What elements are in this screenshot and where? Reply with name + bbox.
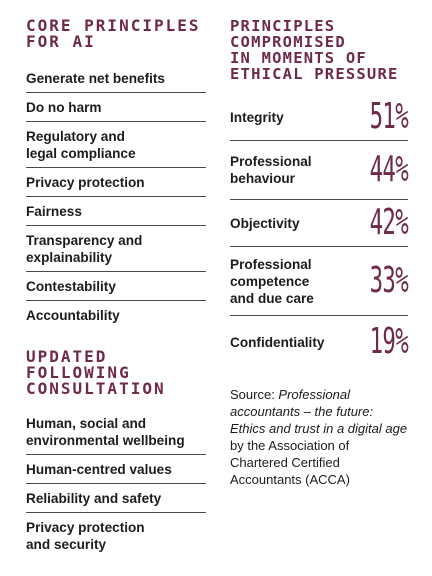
- list-item: Human, social and environmental wellbein…: [26, 409, 206, 455]
- list-item-text: Human, social and: [26, 416, 147, 431]
- list-item: Accountability: [26, 301, 206, 329]
- list-item: Human-centred values: [26, 455, 206, 484]
- stat-label-text: competence: [230, 273, 310, 289]
- stat-row: Professional behaviour 44%: [230, 141, 409, 200]
- stat-label-text: Professional: [230, 256, 312, 272]
- core-principles-heading: CORE PRINCIPLES FOR AI: [26, 18, 206, 50]
- list-item-text: Privacy protection: [26, 175, 145, 190]
- stat-label: Confidentiality: [230, 334, 324, 351]
- stat-label-text: behaviour: [230, 171, 295, 186]
- source-suffix: by the Association of Chartered Certifie…: [230, 438, 350, 487]
- stat-label: Objectivity: [230, 215, 300, 232]
- stat-label: Professional competence and due care: [230, 256, 314, 307]
- stat-value: 33%: [369, 260, 409, 301]
- stat-label-text: Integrity: [230, 109, 284, 125]
- heading-line: CORE PRINCIPLES: [26, 16, 201, 35]
- stat-value: 42%: [369, 202, 409, 243]
- heading-line: FOR AI: [26, 32, 96, 51]
- stat-label: Professional behaviour: [230, 153, 312, 187]
- stat-row: Confidentiality 19%: [230, 316, 409, 368]
- heading-line: ETHICAL PRESSURE: [230, 65, 399, 83]
- stat-label-text: Confidentiality: [230, 334, 325, 350]
- heading-line: COMPROMISED: [230, 33, 346, 51]
- compromised-heading: PRINCIPLES COMPROMISED IN MOMENTS OF ETH…: [230, 18, 408, 82]
- compromised-principles-column: PRINCIPLES COMPROMISED IN MOMENTS OF ETH…: [230, 18, 409, 488]
- list-item-text: environmental wellbeing: [26, 433, 185, 448]
- list-item-text: Reliability and safety: [26, 491, 162, 506]
- list-item: Transparency and explainability: [26, 226, 206, 272]
- list-item-text: Fairness: [26, 204, 82, 219]
- source-prefix: Source:: [230, 387, 279, 402]
- list-item: Fairness: [26, 197, 206, 226]
- list-item-text: Transparency and: [26, 233, 143, 248]
- source-title: Professional accountants – the future: E…: [230, 387, 408, 436]
- heading-line: FOLLOWING: [26, 363, 131, 382]
- list-item-text: Generate net benefits: [26, 71, 165, 86]
- heading-line: IN MOMENTS OF: [230, 49, 367, 67]
- list-item-text: explainability: [26, 250, 113, 265]
- heading-line: PRINCIPLES: [230, 17, 336, 35]
- list-item: Generate net benefits: [26, 64, 206, 93]
- list-item-text: Regulatory and: [26, 129, 125, 144]
- core-principles-column: CORE PRINCIPLES FOR AI Generate net bene…: [26, 18, 206, 558]
- list-item: Privacy protection: [26, 168, 206, 197]
- list-item-text: legal compliance: [26, 146, 136, 161]
- stat-label-text: Objectivity: [230, 215, 300, 231]
- list-item-text: and security: [26, 537, 107, 552]
- stat-value: 51%: [369, 96, 409, 137]
- core-principles-list: Generate net benefits Do no harm Regulat…: [26, 64, 206, 329]
- list-item: Privacy protection and security: [26, 513, 206, 558]
- stat-label: Integrity: [230, 109, 284, 126]
- list-item-text: Human-centred values: [26, 462, 172, 477]
- list-item: Do no harm: [26, 93, 206, 122]
- stats-list: Integrity 51% Professional behaviour 44%…: [230, 94, 409, 368]
- stat-row: Objectivity 42%: [230, 200, 409, 247]
- list-item-text: Accountability: [26, 308, 120, 323]
- updated-heading: UPDATED FOLLOWING CONSULTATION: [26, 349, 206, 397]
- stat-row: Integrity 51%: [230, 94, 409, 141]
- heading-line: CONSULTATION: [26, 379, 166, 398]
- list-item-text: Privacy protection: [26, 520, 145, 535]
- list-item: Reliability and safety: [26, 484, 206, 513]
- updated-principles-list: Human, social and environmental wellbein…: [26, 409, 206, 558]
- source-citation: Source: Professional accountants – the f…: [230, 386, 408, 488]
- list-item-text: Contestability: [26, 279, 116, 294]
- stat-row: Professional competence and due care 33%: [230, 247, 409, 316]
- list-item-text: Do no harm: [26, 100, 102, 115]
- stat-value: 19%: [369, 321, 409, 362]
- stat-label-text: Professional: [230, 154, 312, 169]
- stat-value: 44%: [369, 149, 409, 190]
- list-item: Contestability: [26, 272, 206, 301]
- list-item: Regulatory and legal compliance: [26, 122, 206, 168]
- heading-line: UPDATED: [26, 347, 108, 366]
- stat-label-text: and due care: [230, 290, 314, 306]
